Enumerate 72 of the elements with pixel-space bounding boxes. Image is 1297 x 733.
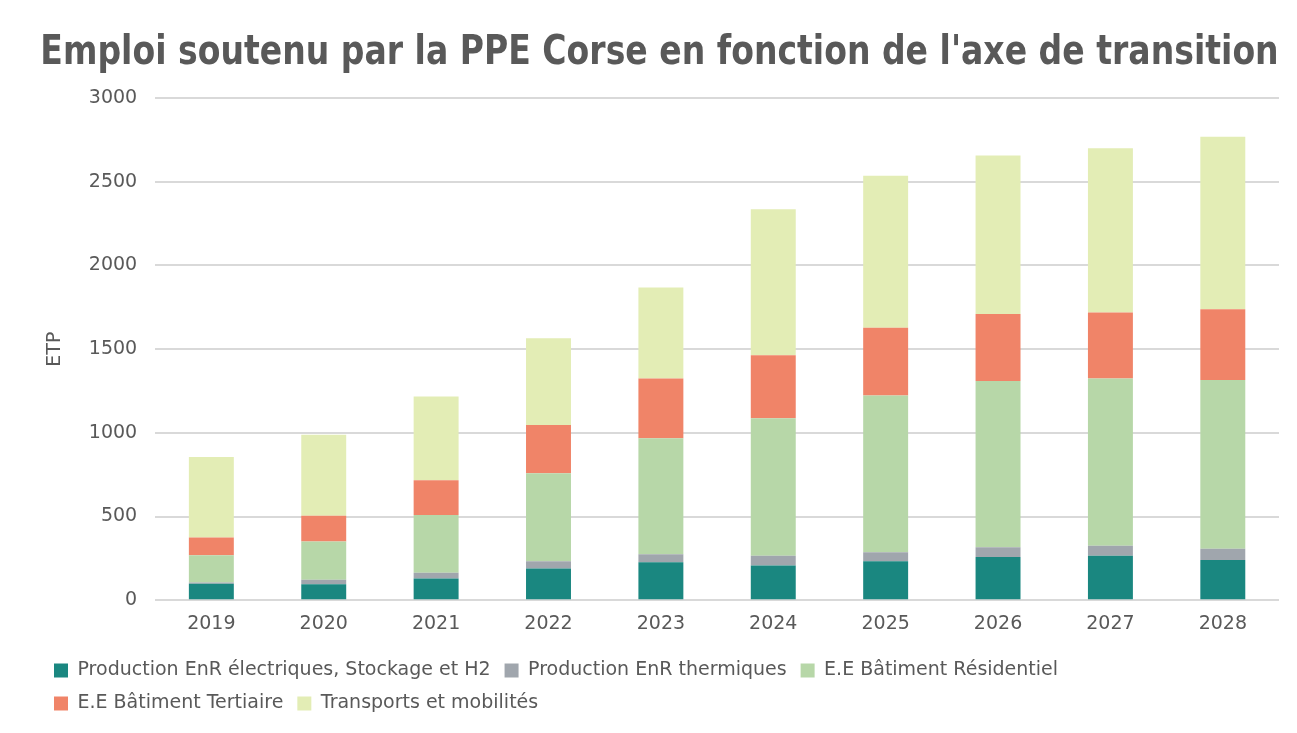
- y-tick-label: 1500: [88, 336, 138, 359]
- legend-label: E.E Bâtiment Résidentiel: [824, 657, 1059, 680]
- bar: [750, 555, 796, 566]
- bar: [1087, 545, 1133, 556]
- x-tick-label: 2026: [973, 610, 1023, 633]
- bar: [413, 396, 459, 481]
- bar: [975, 380, 1021, 548]
- bar: [863, 561, 909, 600]
- x-tick-label: 2027: [1086, 610, 1135, 633]
- bar: [638, 287, 684, 379]
- x-tick-label: 2024: [749, 610, 798, 633]
- bar: [863, 395, 909, 553]
- bar: [413, 480, 459, 515]
- y-axis-title: ETP: [42, 331, 65, 367]
- bar: [301, 584, 347, 600]
- bar: [863, 552, 909, 562]
- x-tick-label: 2022: [524, 610, 573, 633]
- bar: [975, 155, 1021, 315]
- bar: [413, 578, 459, 600]
- legend-label: Production EnR thermiques: [528, 657, 787, 680]
- bar: [1200, 548, 1246, 561]
- bar: [638, 378, 684, 439]
- bar: [638, 562, 684, 600]
- bar: [750, 355, 796, 419]
- bar: [1087, 148, 1133, 313]
- bar: [638, 554, 684, 563]
- bar: [301, 579, 347, 585]
- bar: [1200, 309, 1246, 380]
- bar: [188, 555, 234, 583]
- x-tick-label: 2019: [187, 610, 236, 633]
- bar: [863, 327, 909, 396]
- bar: [975, 557, 1021, 600]
- y-tick-label: 2500: [88, 168, 138, 191]
- bar: [1200, 379, 1246, 549]
- bar: [1087, 555, 1133, 600]
- bar: [1200, 560, 1246, 600]
- legend-label: Transports et mobilités: [319, 690, 539, 713]
- x-tick-label: 2025: [861, 610, 910, 633]
- legend-label: Production EnR électriques, Stockage et H2: [77, 657, 491, 680]
- bar: [1087, 378, 1133, 546]
- bar: [526, 338, 571, 425]
- x-tick-label: 2023: [636, 610, 686, 633]
- x-tick-label: 2020: [299, 610, 348, 633]
- bar: [526, 473, 571, 562]
- y-tick-label: 500: [100, 503, 138, 526]
- bar: [1200, 136, 1246, 310]
- bar: [750, 565, 796, 600]
- y-tick-label: 3000: [88, 84, 138, 107]
- x-tick-label: 2021: [411, 610, 461, 633]
- chart-title: Emploi soutenu par la PPE Corse en fonction de l'axe de transition: [40, 27, 1279, 75]
- bar: [413, 514, 459, 573]
- x-tick-label: 2028: [1198, 610, 1247, 633]
- y-tick-label: 1000: [88, 419, 138, 442]
- bar: [188, 537, 234, 556]
- y-tick-label: 2000: [88, 252, 138, 275]
- bar: [301, 541, 347, 580]
- bar: [638, 438, 684, 555]
- legend-label: E.E Bâtiment Tertiaire: [77, 690, 284, 713]
- bar: [301, 515, 347, 542]
- bar: [975, 314, 1021, 381]
- bar: [975, 547, 1021, 558]
- bar: [1087, 312, 1133, 379]
- bar: [188, 457, 234, 538]
- bar: [301, 434, 347, 516]
- y-tick-label: 0: [125, 587, 138, 610]
- bar: [750, 418, 796, 556]
- bar: [526, 561, 571, 569]
- bar: [750, 209, 796, 356]
- bar: [526, 424, 571, 474]
- bar: [188, 583, 234, 600]
- bar: [526, 568, 571, 600]
- bar: [863, 175, 909, 328]
